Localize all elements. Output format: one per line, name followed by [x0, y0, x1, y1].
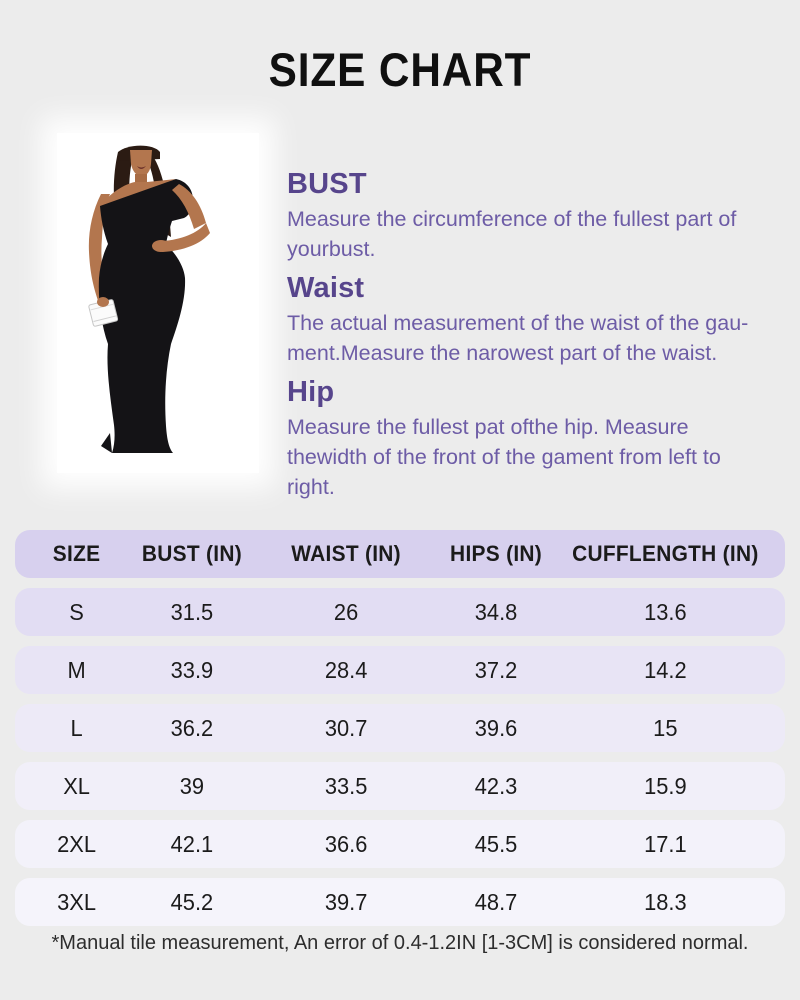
bust-heading: BUST — [287, 168, 367, 200]
cell-size: 3XL — [57, 888, 97, 915]
cell-cufflength: 17.1 — [644, 830, 687, 857]
cell-hips: 37.2 — [474, 656, 518, 683]
black-dress — [98, 179, 193, 453]
waist-text: The actual measurement of the waist of t… — [287, 311, 749, 365]
header-cell-size: SIZE — [52, 541, 101, 566]
model-photo — [57, 133, 259, 473]
cell-cufflength: 14.2 — [644, 656, 687, 683]
cell-cufflength: 15.9 — [644, 772, 687, 799]
cell-waist: 39.7 — [324, 888, 368, 915]
size-table: SIZE BUST (IN) WAIST (IN) HIPS (IN) CUFF… — [15, 530, 785, 926]
model-silhouette-illustration — [88, 145, 210, 453]
guide-section-hip: Hip Measure the fullest pat ofthe hip. M… — [287, 376, 769, 502]
dress-hem-flare — [101, 433, 112, 453]
cell-size: 2XL — [57, 830, 97, 857]
cell-bust: 45.2 — [170, 888, 214, 915]
header-cell-waist: WAIST (IN) — [291, 541, 401, 566]
header-cell-cufflength: CUFFLENGTH (IN) — [572, 541, 759, 566]
cell-bust: 33.9 — [170, 656, 214, 683]
hip-text: Measure the fullest pat ofthe hip. Measu… — [287, 415, 721, 499]
table-row-m: M 33.9 28.4 37.2 14.2 — [15, 646, 785, 694]
bust-text: Measure the circumference of the fullest… — [287, 207, 737, 261]
cell-waist: 26 — [333, 598, 359, 625]
page-title-text: SIZE CHART — [268, 43, 532, 96]
cell-size: XL — [63, 772, 90, 799]
cell-waist: 28.4 — [324, 656, 368, 683]
table-header-row: SIZE BUST (IN) WAIST (IN) HIPS (IN) CUFF… — [15, 530, 785, 578]
guide-section-bust: BUST Measure the circumference of the fu… — [287, 168, 769, 264]
model-bent-arm — [152, 184, 210, 252]
cell-hips: 39.6 — [474, 714, 518, 741]
cell-bust: 42.1 — [170, 830, 214, 857]
cell-hips: 34.8 — [474, 598, 518, 625]
hip-heading: Hip — [287, 376, 335, 408]
cell-bust: 39 — [179, 772, 205, 799]
cell-waist: 33.5 — [324, 772, 368, 799]
cell-bust: 31.5 — [170, 598, 214, 625]
model-hand-on-clutch — [97, 297, 109, 307]
guide-section-waist: Waist The actual measurement of the wais… — [287, 272, 769, 368]
cell-size: L — [70, 714, 83, 741]
cell-cufflength: 15 — [653, 714, 678, 741]
cell-bust: 36.2 — [170, 714, 214, 741]
footnote: *Manual tile measurement, An error of 0.… — [51, 932, 749, 954]
table-row-s: S 31.5 26 34.8 13.6 — [15, 588, 785, 636]
cell-cufflength: 13.6 — [644, 598, 687, 625]
table-row-xl: XL 39 33.5 42.3 15.9 — [15, 762, 785, 810]
cell-cufflength: 18.3 — [644, 888, 687, 915]
measure-guide: BUST Measure the circumference of the fu… — [287, 168, 769, 510]
table-row-l: L 36.2 30.7 39.6 15 — [15, 704, 785, 752]
cell-hips: 48.7 — [474, 888, 518, 915]
header-cell-bust: BUST (IN) — [142, 541, 243, 566]
cell-waist: 30.7 — [324, 714, 368, 741]
table-row-3xl: 3XL 45.2 39.7 48.7 18.3 — [15, 878, 785, 926]
cell-size: S — [69, 598, 84, 625]
page-title: SIZE CHART — [0, 42, 800, 97]
cell-size: M — [67, 656, 86, 683]
cell-hips: 42.3 — [474, 772, 518, 799]
table-row-2xl: 2XL 42.1 36.6 45.5 17.1 — [15, 820, 785, 868]
cell-waist: 36.6 — [324, 830, 368, 857]
header-cell-hips: HIPS (IN) — [450, 541, 543, 566]
waist-heading: Waist — [287, 272, 365, 304]
cell-hips: 45.5 — [474, 830, 518, 857]
